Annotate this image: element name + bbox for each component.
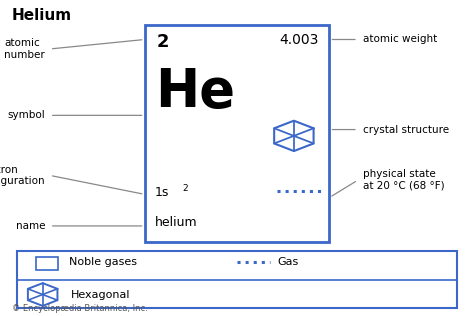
Text: © Encyclopædia Britannica, Inc.: © Encyclopædia Britannica, Inc. xyxy=(12,305,147,313)
Text: atomic weight: atomic weight xyxy=(363,34,437,45)
Text: physical state
at 20 °C (68 °F): physical state at 20 °C (68 °F) xyxy=(363,169,444,191)
Text: symbol: symbol xyxy=(7,110,45,120)
Text: 4.003: 4.003 xyxy=(280,33,319,47)
Text: name: name xyxy=(16,221,45,231)
Text: Helium: Helium xyxy=(12,8,72,23)
Bar xyxy=(17,251,457,308)
Text: Gas: Gas xyxy=(277,257,299,267)
Bar xyxy=(145,25,329,242)
Text: electron
configuration: electron configuration xyxy=(0,165,45,186)
Text: Noble gases: Noble gases xyxy=(69,257,137,267)
Text: atomic
number: atomic number xyxy=(4,38,45,60)
Text: 1s: 1s xyxy=(155,186,169,199)
Text: helium: helium xyxy=(155,216,198,229)
Text: crystal structure: crystal structure xyxy=(363,125,449,135)
Text: 2: 2 xyxy=(182,184,188,193)
Text: Hexagonal: Hexagonal xyxy=(71,289,131,300)
Bar xyxy=(36,257,58,270)
Text: He: He xyxy=(155,66,235,118)
Text: 2: 2 xyxy=(156,33,169,51)
